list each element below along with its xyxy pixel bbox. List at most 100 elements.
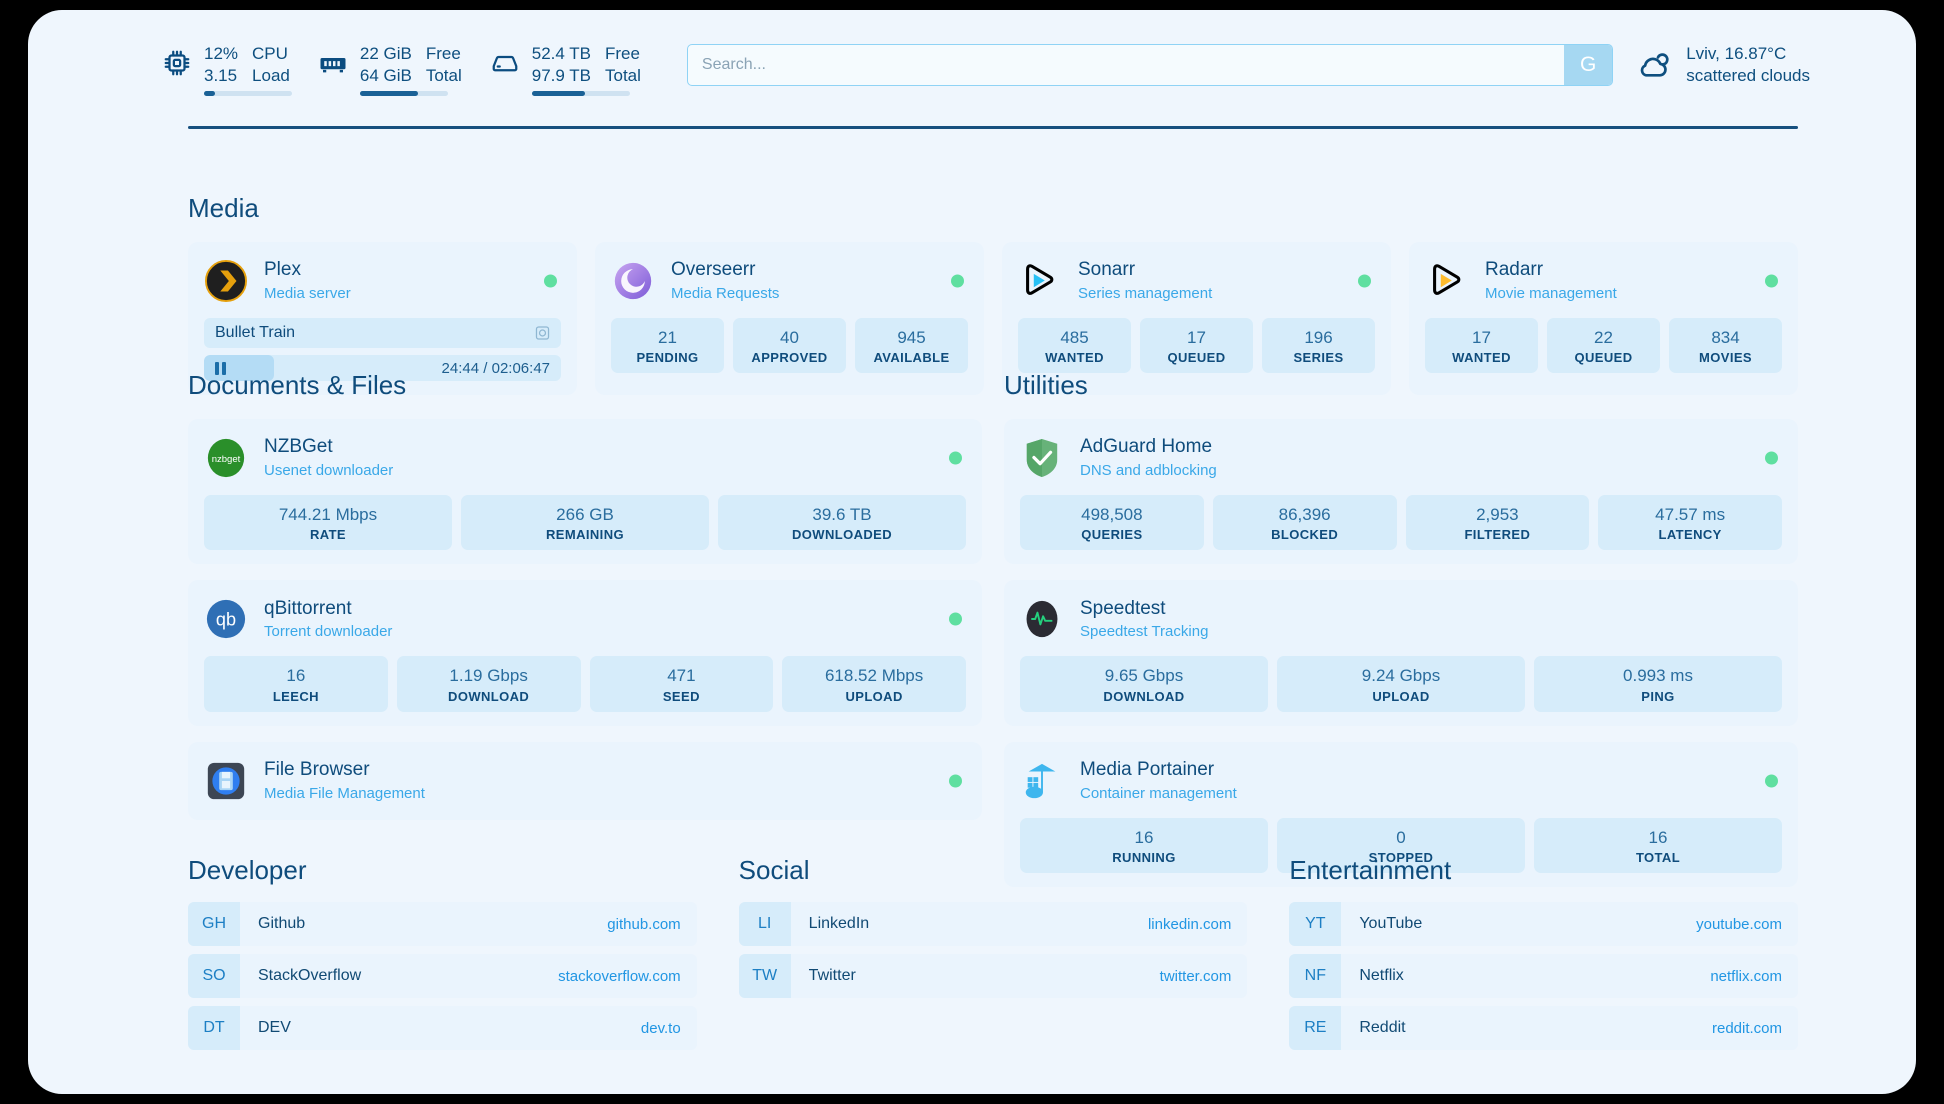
stat-upload: 618.52 Mbps UPLOAD bbox=[782, 656, 966, 712]
filebrowser-card-header: File Browser Media File Management bbox=[204, 756, 966, 806]
service-card-sonarr[interactable]: Sonarr Series management 485 WANTED 17 Q… bbox=[1002, 242, 1391, 395]
overseerr-text: Overseerr Media Requests bbox=[671, 258, 779, 303]
dashboard-page: 12% 3.15 CPU Load bbox=[28, 10, 1916, 1094]
memory-usage-bar-fill bbox=[359, 90, 418, 96]
bookmark-item-twitter[interactable]: TW Twitter twitter.com bbox=[738, 954, 1248, 998]
sonarr-card-header: Sonarr Series management bbox=[1018, 256, 1375, 306]
search-engine-button[interactable]: G bbox=[1564, 45, 1613, 85]
bookmark-abbr: DT bbox=[188, 1006, 240, 1050]
nzbget-card-header: nzbget NZBGet Usenet downloader bbox=[204, 433, 966, 483]
stat-value: 16 bbox=[1648, 827, 1668, 847]
utilities-section: Utilities AdGuard Home DNS and adblockin… bbox=[1004, 370, 1798, 903]
memory-stat-group: 22 GiB 64 GiB Free Total bbox=[316, 43, 462, 96]
stat-value: 22 bbox=[1594, 328, 1613, 347]
service-card-radarr[interactable]: Radarr Movie management 17 WANTED 22 QUE… bbox=[1409, 242, 1798, 395]
cpu-numbers: 12% 3.15 bbox=[204, 43, 238, 86]
service-card-adguard[interactable]: AdGuard Home DNS and adblocking 498,508 … bbox=[1004, 419, 1798, 565]
bookmark-item-dev[interactable]: DT DEV dev.to bbox=[188, 1006, 697, 1050]
stat-value: 0.993 ms bbox=[1623, 666, 1693, 686]
adguard-desc: DNS and adblocking bbox=[1080, 462, 1217, 480]
stat-value: 17 bbox=[1472, 328, 1491, 347]
weather-text: Lviv, 16.87°C scattered clouds bbox=[1686, 43, 1810, 87]
bookmark-item-linkedin[interactable]: LI LinkedIn linkedin.com bbox=[738, 902, 1248, 946]
bookmark-abbr: SO bbox=[188, 954, 240, 998]
stat-approved: 40 APPROVED bbox=[733, 318, 846, 374]
cloud-icon bbox=[1635, 46, 1673, 84]
bookmark-group-social: Social LI LinkedIn linkedin.com TW Twitt… bbox=[738, 855, 1248, 1058]
stat-label: TOTAL bbox=[1635, 849, 1681, 865]
stat-label: DOWNLOADED bbox=[791, 527, 893, 543]
plex-time-separator: / bbox=[483, 359, 488, 377]
sonarr-desc: Series management bbox=[1078, 285, 1213, 303]
service-card-qbittorrent[interactable]: qb qBittorrent Torrent downloader 16 LEE… bbox=[188, 580, 982, 726]
stat-label: RUNNING bbox=[1112, 849, 1176, 865]
disk-usage-bar-fill bbox=[531, 90, 585, 96]
service-card-overseerr[interactable]: Overseerr Media Requests 21 PENDING 40 A… bbox=[595, 242, 984, 395]
stat-label: WANTED bbox=[1045, 350, 1104, 366]
service-card-portainer[interactable]: Media Portainer Container management 16 … bbox=[1004, 741, 1798, 887]
adguard-name: AdGuard Home bbox=[1080, 436, 1213, 458]
bookmark-group-title: Social bbox=[738, 855, 810, 885]
disk-values: 52.4 TB 97.9 TB Free Total bbox=[532, 43, 641, 86]
stat-label: AVAILABLE bbox=[873, 350, 950, 366]
plex-status-badge bbox=[544, 274, 557, 288]
overseerr-status-badge bbox=[951, 274, 964, 288]
stat-download: 1.19 Gbps DOWNLOAD bbox=[396, 656, 581, 712]
disk-usage-bar bbox=[531, 90, 630, 96]
bookmark-url: netflix.com bbox=[1710, 967, 1783, 985]
adguard-status-badge bbox=[1765, 451, 1778, 465]
plex-progress-bar[interactable]: 24:44 / 02:06:47 bbox=[204, 355, 561, 381]
stat-wanted: 485 WANTED bbox=[1018, 318, 1131, 374]
disk-icon bbox=[488, 43, 522, 83]
utilities-section-title: Utilities bbox=[1004, 370, 1088, 400]
filebrowser-desc: Media File Management bbox=[264, 784, 425, 802]
bookmark-group-entertainment: Entertainment YT YouTube youtube.com NF … bbox=[1289, 855, 1799, 1058]
pause-icon[interactable] bbox=[215, 361, 226, 375]
sonarr-text: Sonarr Series management bbox=[1078, 258, 1212, 303]
search-input[interactable] bbox=[687, 45, 1565, 85]
stat-blocked: 86,396 BLOCKED bbox=[1212, 495, 1397, 551]
cpu-loadavg: 3.15 bbox=[204, 66, 238, 85]
nzbget-stats: 744.21 Mbps RATE 266 GB REMAINING 39.6 T… bbox=[204, 495, 966, 551]
adguard-icon bbox=[1020, 436, 1064, 480]
plex-now-playing-title: Bullet Train bbox=[215, 324, 296, 341]
bookmark-item-reddit[interactable]: RE Reddit reddit.com bbox=[1289, 1006, 1799, 1050]
plex-desc: Media server bbox=[264, 285, 351, 303]
memory-label-2: Total bbox=[425, 66, 462, 85]
stat-seed: 471 SEED bbox=[589, 656, 774, 712]
bookmark-item-youtube[interactable]: YT YouTube youtube.com bbox=[1289, 902, 1799, 946]
plex-elapsed: 24:44 bbox=[441, 359, 480, 377]
stat-wanted: 17 WANTED bbox=[1425, 318, 1538, 374]
service-card-nzbget[interactable]: nzbget NZBGet Usenet downloader 744.21 M… bbox=[188, 419, 982, 565]
bookmark-name: LinkedIn bbox=[808, 915, 870, 932]
sonarr-name: Sonarr bbox=[1078, 259, 1136, 281]
bookmark-item-stackoverflow[interactable]: SO StackOverflow stackoverflow.com bbox=[188, 954, 697, 998]
memory-total: 64 GiB bbox=[359, 66, 412, 85]
qbittorrent-card-header: qb qBittorrent Torrent downloader bbox=[204, 594, 966, 644]
service-card-plex[interactable]: Plex Media server Bullet Train bbox=[188, 242, 577, 395]
memory-label-1: Free bbox=[425, 44, 461, 64]
speedtest-name: Speedtest bbox=[1080, 597, 1166, 619]
plex-now-playing-title-bar[interactable]: Bullet Train bbox=[204, 318, 561, 348]
overseerr-stats: 21 PENDING 40 APPROVED 945 AVAILABLE bbox=[611, 318, 968, 374]
service-card-speedtest[interactable]: Speedtest Speedtest Tracking 9.65 Gbps D… bbox=[1004, 580, 1798, 726]
overseerr-icon bbox=[611, 259, 655, 303]
search-bar[interactable]: G bbox=[686, 44, 1614, 86]
stat-downloaded: 39.6 TB DOWNLOADED bbox=[718, 495, 966, 551]
svg-text:nzbget: nzbget bbox=[212, 454, 241, 465]
stat-movies: 834 MOVIES bbox=[1669, 318, 1782, 374]
bookmark-item-github[interactable]: GH Github github.com bbox=[188, 902, 697, 946]
bookmark-item-netflix[interactable]: NF Netflix netflix.com bbox=[1289, 954, 1799, 998]
nzbget-name: NZBGet bbox=[264, 436, 333, 458]
service-card-filebrowser[interactable]: File Browser Media File Management bbox=[188, 741, 982, 820]
stat-value: 834 bbox=[1711, 328, 1740, 347]
weather-widget[interactable]: Lviv, 16.87°C scattered clouds bbox=[1635, 43, 1810, 87]
stat-stopped: 0 STOPPED bbox=[1277, 817, 1525, 873]
stat-value: 1.19 Gbps bbox=[449, 666, 528, 686]
stat-remaining: 266 GB REMAINING bbox=[461, 495, 709, 551]
speedtest-card-header: Speedtest Speedtest Tracking bbox=[1020, 594, 1782, 644]
bookmark-url: linkedin.com bbox=[1147, 915, 1232, 933]
cast-icon[interactable] bbox=[534, 325, 551, 342]
bookmark-abbr: GH bbox=[188, 902, 240, 946]
stat-rate: 744.21 Mbps RATE bbox=[204, 495, 452, 551]
